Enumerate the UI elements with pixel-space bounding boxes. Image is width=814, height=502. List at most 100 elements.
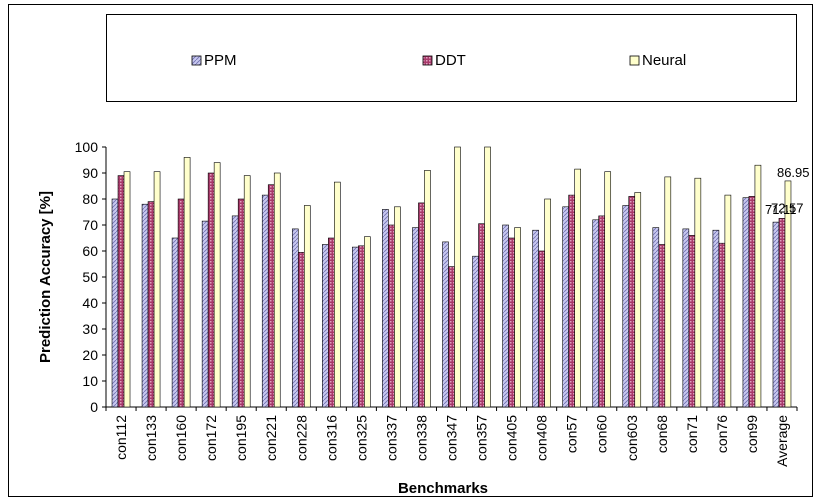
x-tick-label: con195 (233, 415, 249, 461)
bar-ppm-average (772, 221, 780, 408)
x-tick-label: con172 (203, 415, 219, 461)
bar-neural-con347 (454, 146, 461, 408)
bar-ppm-con357 (472, 255, 479, 408)
bar-ddt-con60 (598, 215, 606, 408)
bar-neural-con99 (754, 164, 762, 408)
bar-ddt-con357 (478, 223, 485, 408)
bar-ddt-con405 (508, 237, 515, 408)
x-tick-label: con160 (173, 415, 189, 461)
bar-ddt-con228 (297, 252, 305, 408)
bar-neural-con316 (334, 181, 341, 408)
x-tick-label: con60 (594, 415, 610, 453)
bar-ddt-con408 (538, 250, 545, 408)
bar-neural-con228 (303, 205, 311, 408)
bar-ddt-con603 (628, 196, 636, 408)
bar-neural-con60 (604, 171, 612, 408)
bar-ppm-con172 (201, 220, 209, 408)
bar-ddt-con338 (418, 202, 425, 408)
data-label-ppm: 71.11 (765, 202, 797, 217)
legend-item-ddt: DDT (422, 52, 466, 69)
x-tick-label: con133 (143, 415, 159, 461)
bar-ppm-con99 (742, 197, 750, 408)
bar-ppm-con221 (261, 194, 269, 408)
legend: PPM DDT Neural (106, 14, 797, 102)
x-tick-label: con71 (684, 415, 700, 453)
x-tick-label: con221 (263, 415, 279, 461)
bar-ppm-con405 (502, 224, 509, 408)
bar-ppm-con76 (712, 229, 720, 408)
bar-ddt-con172 (207, 172, 215, 408)
y-tick-label: 20 (82, 347, 98, 363)
y-tick-label: 70 (82, 217, 98, 233)
bar-ppm-con347 (442, 241, 449, 408)
x-tick-label: con325 (353, 415, 369, 461)
bar-ddt-con347 (448, 266, 455, 408)
bar-ddt-con57 (568, 194, 575, 408)
x-tick-label: con405 (504, 415, 520, 461)
bar-neural-con172 (213, 162, 221, 408)
bar-neural-con68 (664, 176, 672, 408)
bar-neural-con357 (484, 146, 491, 408)
bar-neural-con76 (724, 194, 732, 408)
bar-ppm-con71 (682, 228, 690, 408)
bar-neural-con71 (694, 177, 702, 408)
bar-ppm-con228 (291, 228, 299, 408)
legend-item-ppm: PPM (191, 52, 237, 69)
x-tick-label: con408 (534, 415, 550, 461)
bar-neural-average (784, 180, 792, 408)
bar-neural-con338 (424, 170, 431, 408)
bar-neural-con221 (273, 172, 281, 408)
bar-ppm-con325 (352, 246, 359, 408)
y-tick-label: 30 (82, 321, 98, 337)
legend-box (106, 14, 797, 102)
bar-ppm-con160 (171, 237, 179, 408)
bar-ddt-con133 (147, 201, 155, 408)
y-tick-label: 0 (90, 399, 98, 415)
x-tick-label: con603 (624, 415, 640, 461)
bar-ppm-con337 (382, 209, 389, 408)
bar-ppm-con57 (562, 206, 569, 408)
x-tick-label: con57 (564, 415, 580, 453)
bar-ddt-con99 (748, 196, 756, 408)
bar-neural-con57 (574, 168, 581, 408)
bar-neural-con408 (544, 198, 551, 408)
bar-neural-con112 (123, 171, 131, 408)
bar-neural-con195 (243, 175, 251, 408)
y-tick-label: 60 (82, 243, 98, 259)
bar-ddt-average (778, 218, 786, 408)
bar-ddt-con221 (267, 184, 275, 408)
x-tick-label: Average (774, 415, 790, 467)
y-tick-label: 40 (82, 295, 98, 311)
data-label-ddt: 72.57 (771, 200, 804, 215)
y-tick-label: 80 (82, 191, 98, 207)
bar-ddt-con316 (328, 237, 335, 408)
x-tick-label: con228 (293, 415, 309, 461)
y-tick-label: 50 (82, 269, 98, 285)
bar-ddt-con76 (718, 242, 726, 408)
x-tick-label: con338 (413, 415, 429, 461)
bar-neural-con160 (183, 157, 191, 408)
bar-ppm-con316 (322, 244, 329, 408)
bar-ddt-con195 (237, 198, 245, 408)
bar-ddt-con71 (688, 235, 696, 408)
x-tick-label: con112 (113, 415, 129, 460)
y-tick-label: 90 (82, 165, 98, 181)
x-axis-title: Benchmarks (398, 480, 488, 497)
y-tick-label: 10 (82, 373, 98, 389)
bar-ppm-con112 (111, 198, 119, 408)
bar-ppm-con603 (622, 205, 630, 408)
bar-neural-con337 (394, 206, 401, 408)
bar-ppm-con68 (652, 227, 660, 408)
x-tick-label: con76 (714, 415, 730, 453)
legend-swatch-ppm (191, 55, 202, 66)
bar-neural-con133 (153, 171, 161, 408)
x-tick-label: con337 (383, 415, 399, 461)
bar-ppm-con338 (412, 227, 419, 408)
x-tick-label: con357 (474, 415, 490, 461)
x-tick-label: con347 (444, 415, 460, 461)
x-tick-label: con99 (744, 415, 760, 453)
legend-swatch-ddt (422, 55, 433, 66)
bar-neural-con325 (364, 236, 371, 408)
